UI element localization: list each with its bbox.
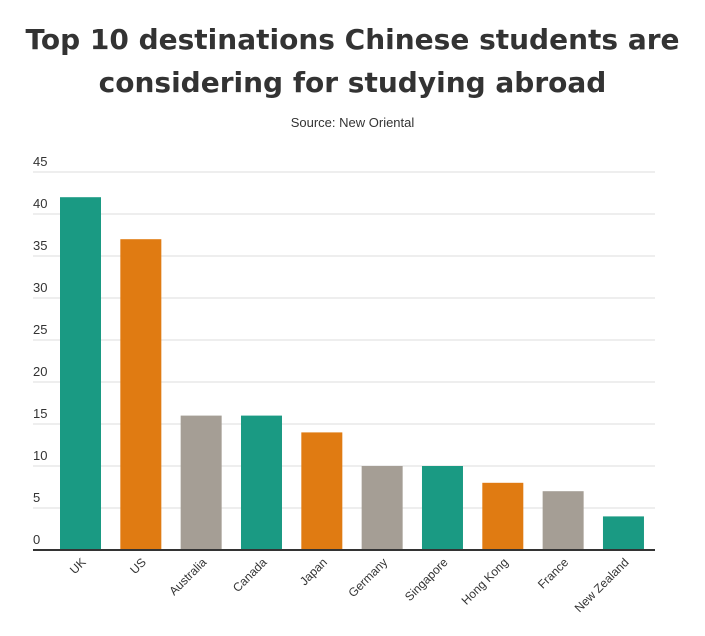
chart-title-line-1: Top 10 destinations Chinese students are: [25, 23, 680, 56]
bar-singapore: [421, 466, 463, 550]
y-tick-label: 15: [33, 406, 47, 421]
x-tick-label: Australia: [166, 555, 209, 598]
x-tick-label: Hong Kong: [459, 555, 511, 607]
x-tick-label: Canada: [230, 555, 270, 595]
x-tick-label: UK: [67, 555, 89, 577]
bar-canada: [240, 415, 282, 550]
y-tick-label: 25: [33, 322, 47, 337]
y-tick-label: 40: [33, 196, 47, 211]
y-tick-label: 30: [33, 280, 47, 295]
y-tick-label: 10: [33, 448, 47, 463]
y-tick-label: 35: [33, 238, 47, 253]
bar-australia: [180, 415, 222, 550]
x-tick-label: France: [535, 555, 572, 592]
bar-france: [542, 491, 584, 550]
bar-us: [120, 239, 162, 550]
bar-uk: [60, 197, 101, 550]
bar-japan: [301, 432, 343, 550]
chart-title: Top 10 destinations Chinese students are…: [0, 18, 705, 104]
y-tick-label: 20: [33, 364, 47, 379]
chart-subtitle: Source: New Oriental: [290, 115, 415, 130]
bar-germany: [361, 466, 403, 550]
chart-title-line-2: considering for studying abroad: [98, 66, 607, 99]
x-tick-label: Singapore: [402, 555, 451, 604]
x-tick-label: Japan: [297, 555, 330, 588]
y-tick-label: 0: [33, 532, 40, 547]
y-tick-label: 5: [33, 490, 40, 505]
bar-hong-kong: [482, 482, 524, 550]
bar-new-zealand: [602, 516, 644, 550]
x-tick-label: New Zealand: [572, 555, 632, 615]
x-tick-label: Germany: [345, 555, 390, 600]
x-tick-label: US: [127, 555, 149, 577]
y-tick-label: 45: [33, 154, 47, 169]
